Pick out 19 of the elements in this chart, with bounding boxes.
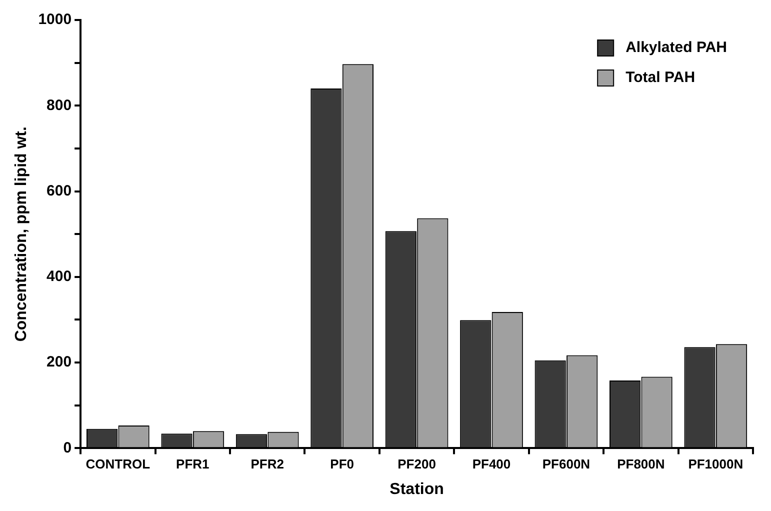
y-tick-label: 1000 xyxy=(38,11,72,28)
x-tick-label: PF600N xyxy=(542,456,590,472)
x-tick-label: PF0 xyxy=(330,456,354,472)
x-tick-label: PF400 xyxy=(472,456,511,472)
x-tick-label: PF800N xyxy=(617,456,665,472)
legend-label: Alkylated PAH xyxy=(626,39,728,56)
x-axis-title: Station xyxy=(390,480,444,498)
legend-label: Total PAH xyxy=(626,69,696,86)
y-tick-label: 400 xyxy=(46,268,72,286)
x-tick-label: CONTROL xyxy=(86,456,150,472)
x-tick-label: PF1000N xyxy=(688,456,744,472)
y-tick-label: 600 xyxy=(46,182,72,200)
y-tick-label: 800 xyxy=(46,96,72,114)
x-tick-label: PFR1 xyxy=(176,456,210,472)
x-tick-label: PF200 xyxy=(398,456,436,472)
y-axis-title: Concentration, ppm lipid wt. xyxy=(13,126,30,342)
x-tick-label: PFR2 xyxy=(250,456,284,472)
y-tick-label: 0 xyxy=(63,439,72,456)
y-tick-label: 200 xyxy=(46,354,72,371)
